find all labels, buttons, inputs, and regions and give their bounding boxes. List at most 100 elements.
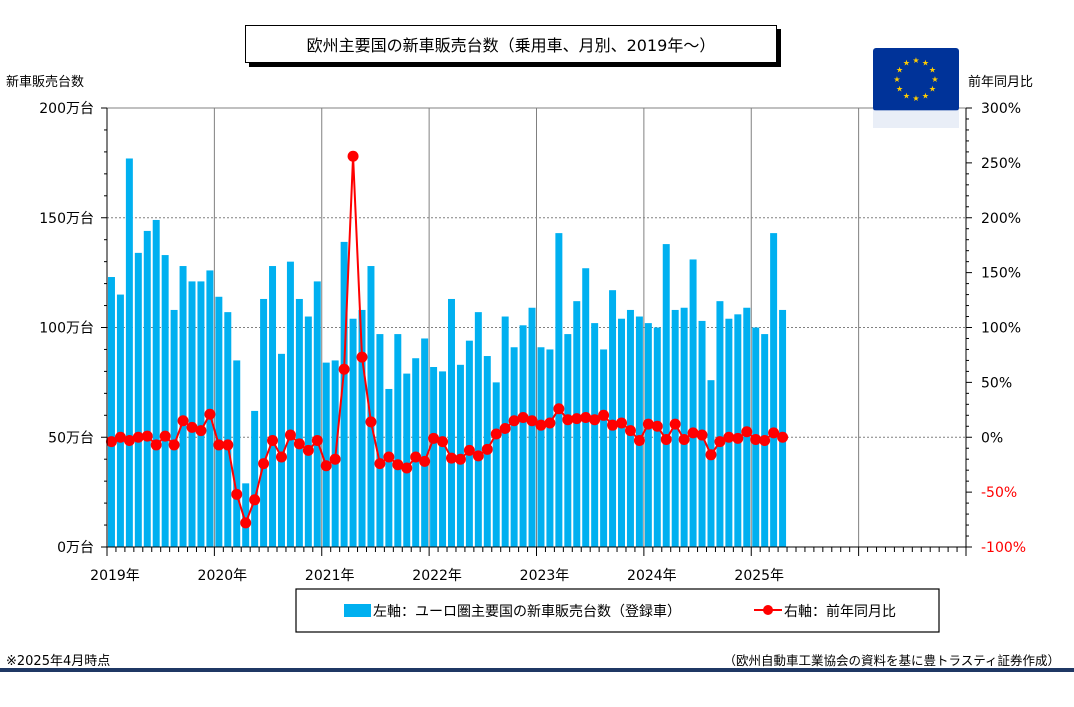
bar — [465, 340, 473, 547]
bar — [609, 290, 617, 547]
yoy-point — [231, 488, 243, 500]
flag-star: ★ — [912, 94, 919, 103]
bottom-rule — [0, 668, 1074, 672]
yoy-point — [463, 444, 475, 456]
bar — [555, 233, 563, 548]
bar — [546, 349, 554, 547]
yoy-point — [195, 425, 207, 437]
yoy-point — [517, 411, 529, 423]
yoy-point — [759, 435, 771, 447]
yoy-point — [365, 416, 377, 428]
chart-title: 欧州主要国の新車販売台数（乗用車、月別、2019年～） — [245, 25, 777, 63]
bar — [582, 268, 590, 547]
bar — [403, 373, 411, 547]
right-tick-label: 150% — [981, 266, 1021, 282]
yoy-point — [598, 409, 610, 421]
bar — [734, 314, 742, 547]
left-tick-label: 150万台 — [39, 211, 94, 227]
yoy-point — [651, 420, 663, 432]
bar — [528, 307, 536, 547]
bar — [224, 312, 232, 547]
bar — [394, 334, 402, 547]
bar — [537, 347, 545, 547]
bar — [349, 318, 357, 547]
yoy-point — [589, 414, 601, 426]
yoy-point — [249, 494, 261, 506]
bar — [716, 301, 724, 547]
yoy-point — [275, 451, 287, 463]
yoy-point — [616, 417, 628, 429]
yoy-point — [204, 408, 216, 420]
legend-line-marker — [763, 605, 773, 615]
yoy-point — [607, 419, 619, 431]
eu-flag-icon: ★ ★★★★★★★★★★★ — [873, 48, 959, 128]
bar — [689, 259, 697, 547]
yoy-point — [284, 429, 296, 441]
yoy-point — [571, 413, 583, 425]
bar — [340, 241, 348, 547]
flag-star: ★ — [896, 85, 903, 94]
yoy-point — [544, 417, 556, 429]
bar — [510, 347, 518, 547]
bar — [385, 388, 393, 547]
bar — [322, 362, 330, 547]
bar — [770, 233, 778, 548]
left-tick-label: 50万台 — [48, 430, 94, 446]
bar — [242, 483, 250, 547]
right-tick-label: 300% — [981, 101, 1021, 117]
flag-star: ★ — [903, 91, 910, 100]
yoy-point — [374, 458, 386, 470]
yoy-point — [258, 458, 270, 470]
bar — [295, 298, 303, 547]
yoy-point — [768, 427, 780, 439]
axes: 0万台 50万台 100万台 150万台 200万台 -100% -50% 0% 50% 100%… — [39, 101, 1026, 584]
yoy-point — [454, 453, 466, 465]
flag-star: ★ — [931, 75, 938, 84]
right-tick-label: -100% — [981, 540, 1026, 556]
x-tick-label: 2019年 — [90, 568, 140, 584]
yoy-point — [338, 363, 350, 375]
legend: 左軸：ユーロ圏主要国の新車販売台数（登録車） 右軸：前年同月比 — [295, 588, 940, 633]
bar — [707, 380, 715, 547]
yoy-point — [437, 436, 449, 448]
bar — [277, 353, 285, 547]
yoy-point — [642, 418, 654, 430]
line-series — [105, 150, 789, 529]
bar — [421, 338, 429, 547]
footnote-source: （欧州自動車工業協会の資料を基に豊トラスティ証券作成） — [723, 653, 1060, 668]
bar — [653, 327, 661, 547]
yoy-point — [535, 419, 547, 431]
bar — [313, 281, 321, 547]
yoy-point — [705, 449, 717, 461]
yoy-point — [383, 451, 395, 463]
bar — [152, 219, 160, 547]
yoy-point — [553, 403, 565, 415]
bar — [233, 360, 241, 547]
bar — [116, 294, 124, 547]
bar-series — [107, 158, 787, 548]
yoy-point — [445, 452, 457, 464]
yoy-point — [401, 462, 413, 474]
yoy-point — [177, 415, 189, 427]
yoy-point — [481, 443, 493, 455]
bar — [680, 307, 688, 547]
bar — [474, 312, 482, 547]
yoy-point — [356, 351, 368, 363]
yoy-point — [777, 431, 789, 443]
bar — [367, 266, 375, 547]
bar — [188, 281, 196, 547]
yoy-point — [687, 427, 699, 439]
bar — [161, 255, 169, 547]
yoy-point — [320, 460, 332, 472]
bar — [591, 323, 599, 547]
yoy-point — [410, 451, 422, 463]
bar — [269, 266, 277, 547]
flag-star: ★ — [912, 56, 919, 65]
yoy-point — [580, 411, 592, 423]
yoy-point — [696, 429, 708, 441]
bar — [358, 309, 366, 547]
flag-star: ★ — [893, 75, 900, 84]
yoy-point — [633, 435, 645, 447]
yoy-point — [213, 439, 225, 451]
